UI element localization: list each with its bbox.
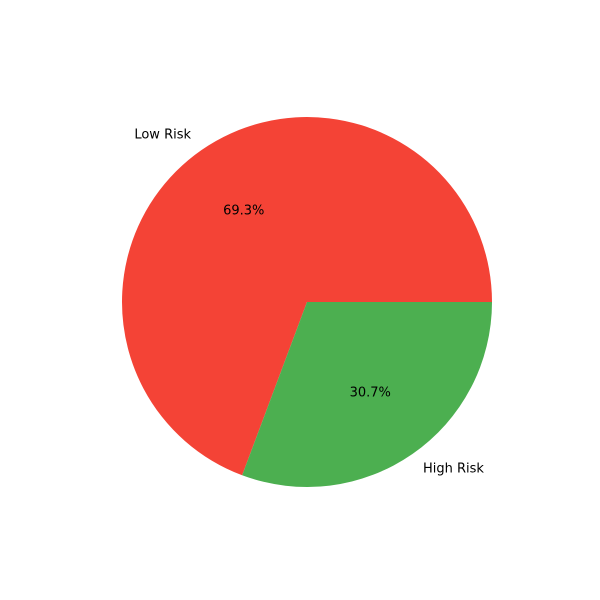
slice-pct-low-risk: 69.3% (223, 203, 264, 218)
pie-slices (122, 117, 493, 487)
pie-slice-high-risk (242, 302, 492, 487)
slice-pct-high-risk: 30.7% (350, 386, 391, 401)
slice-label-high-risk: High Risk (423, 462, 484, 477)
slice-label-low-risk: Low Risk (134, 127, 191, 142)
pie-slice-low-risk (122, 117, 493, 476)
pie-labels: Low Risk 69.3% High Risk 30.7% (134, 127, 484, 476)
